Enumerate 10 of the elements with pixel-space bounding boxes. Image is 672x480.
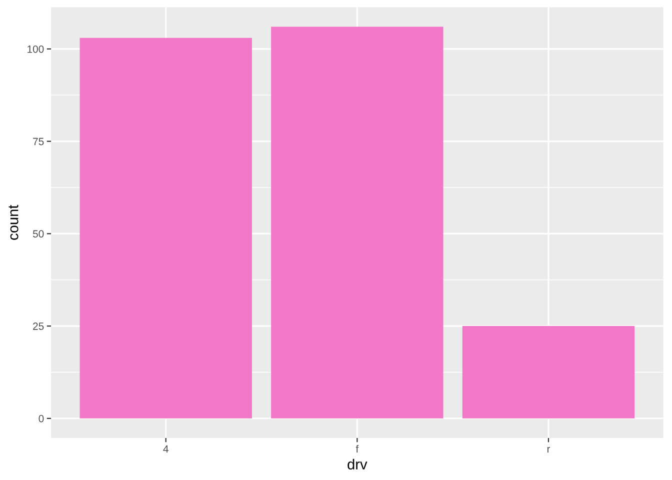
y-tick-label: 75 [33, 138, 44, 146]
x-tick-label: f [356, 444, 359, 452]
y-tick-label: 0 [38, 414, 44, 422]
x-tick-label: 4 [163, 445, 168, 452]
x-axis-title: drv [348, 458, 368, 470]
x-tick-label: r [547, 446, 550, 452]
y-tick-label: 100 [28, 45, 44, 53]
y-tick-label: 25 [33, 322, 44, 330]
y-tick-label: 50 [32, 230, 44, 238]
y-axis-title: count [8, 204, 18, 240]
